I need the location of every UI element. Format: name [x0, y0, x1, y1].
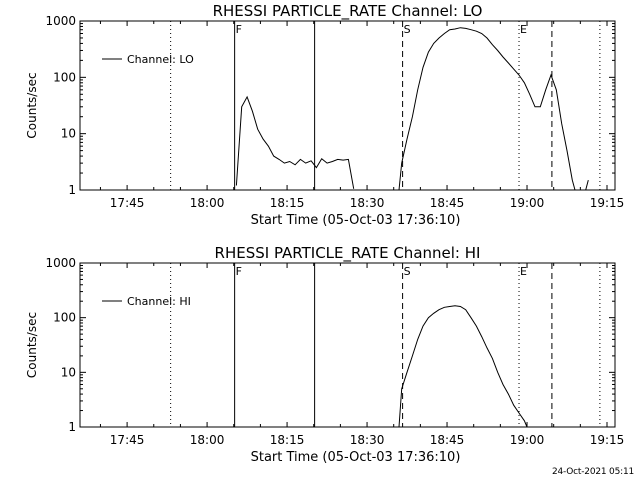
x-tick-label: 19:00 — [510, 433, 545, 447]
marker-label: E — [520, 265, 527, 278]
x-tick-label: 18:00 — [190, 433, 225, 447]
y-tick-label: 100 — [53, 311, 76, 325]
legend-label: Channel: HI — [127, 295, 191, 308]
x-tick-label: 18:15 — [270, 433, 305, 447]
timestamp: 24-Oct-2021 05:11 — [551, 467, 634, 477]
marker-label: S — [404, 23, 411, 36]
x-axis-label: Start Time (05-Oct-03 17:36:10) — [251, 213, 461, 228]
y-axis-label: Counts/sec — [25, 312, 39, 378]
x-tick-label: 18:30 — [350, 433, 385, 447]
x-tick-label: 18:45 — [430, 433, 465, 447]
y-tick-label: 1 — [68, 183, 76, 197]
x-tick-label: 17:45 — [110, 433, 145, 447]
marker-label: F — [236, 265, 242, 278]
x-axis-label: Start Time (05-Oct-03 17:36:10) — [251, 450, 461, 465]
plot-frame — [79, 262, 616, 428]
marker-label: S — [404, 265, 411, 278]
y-tick-label: 100 — [53, 70, 76, 84]
x-tick-label: 18:45 — [430, 196, 465, 210]
series-line-lo — [235, 27, 589, 191]
x-tick-label: 19:00 — [510, 196, 545, 210]
y-tick-label: 1 — [68, 420, 76, 434]
x-tick-label: 19:15 — [590, 433, 625, 447]
marker-label: E — [520, 23, 527, 36]
chart-title: RHESSI PARTICLE_RATE Channel: LO — [213, 2, 483, 21]
x-tick-label: 19:15 — [590, 196, 625, 210]
y-axis-label: Counts/sec — [25, 72, 39, 138]
y-tick-label: 10 — [61, 365, 76, 379]
y-tick-label: 10 — [61, 127, 76, 141]
x-tick-label: 18:15 — [270, 196, 305, 210]
chart-title: RHESSI PARTICLE_RATE Channel: HI — [215, 244, 481, 263]
x-tick-label: 18:00 — [190, 196, 225, 210]
series-line-hi — [398, 305, 528, 428]
marker-label: F — [236, 23, 242, 36]
x-tick-label: 17:45 — [110, 196, 145, 210]
y-tick-label: 1000 — [45, 256, 76, 270]
x-tick-label: 18:30 — [350, 196, 385, 210]
y-tick-label: 1000 — [45, 14, 76, 28]
legend-label: Channel: LO — [127, 53, 194, 66]
